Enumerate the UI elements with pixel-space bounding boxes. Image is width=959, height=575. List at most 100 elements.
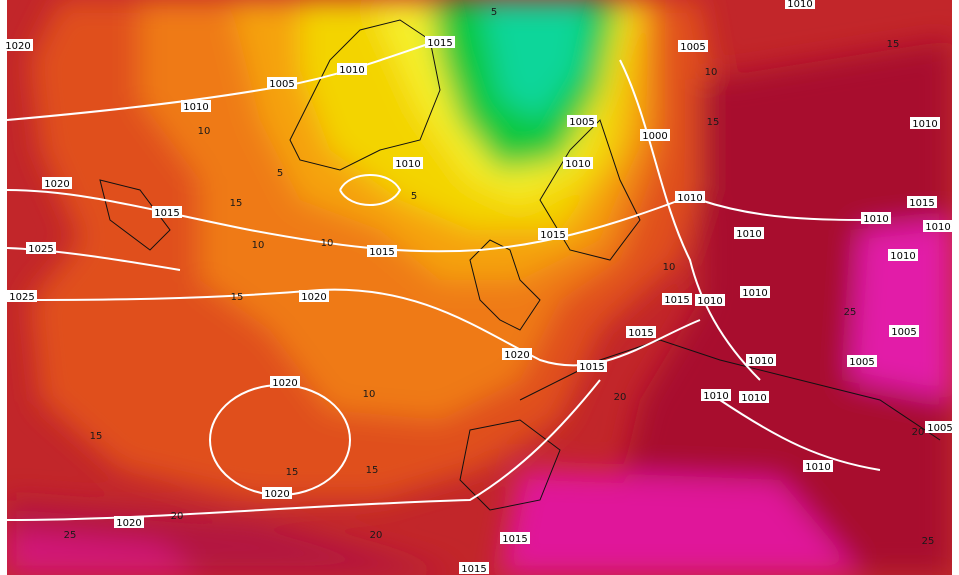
isobar-label-box [367,245,397,257]
isobar-label: 1005 [269,79,294,90]
isobar-label-box [734,227,764,239]
temperature-label: 15 [887,39,900,50]
isobar-label: 1010 [890,251,915,262]
isobar-label-box [459,562,489,574]
isobar-label-box [267,77,297,89]
temperature-label: 15 [231,292,244,303]
isobar-label-box [847,355,877,367]
isobar-label: 1020 [5,41,30,52]
isobar-label: 1020 [504,350,529,361]
temperature-label: 10 [705,67,718,78]
temperature-label: 15 [707,117,720,128]
isobar-label-box [907,196,937,208]
isobar-label-box [925,421,955,433]
isobar-label: 1010 [677,193,702,204]
isobar-label-box [262,487,292,499]
isobar-label: 1010 [395,159,420,170]
temperature-label: 20 [370,530,383,541]
isobar-label-box [3,39,33,51]
temperature-label: 15 [90,431,103,442]
temperature-label: 20 [171,511,184,522]
isobar-label-box [888,249,918,261]
temperature-label: 5 [411,191,417,202]
temperature-label: 10 [198,126,211,137]
isobar-label: 1015 [628,328,653,339]
isobar-label-box [803,460,833,472]
isobar-label: 1010 [565,159,590,170]
isobar-label-box [739,391,769,403]
isobar-label-box [563,157,593,169]
isobar-label: 1015 [540,230,565,241]
isobar-label-box [746,354,776,366]
isobar-label-box [861,212,891,224]
coastlines [99,19,941,511]
isobar-label: 1005 [927,423,952,434]
isobar-label: 1015 [369,247,394,258]
isobar-label-box [299,290,329,302]
isobar-label-box [701,389,731,401]
isobar-label: 1015 [427,38,452,49]
isobar-label-box [626,326,656,338]
isobar-label-box [26,242,56,254]
isobar-label: 1015 [461,564,486,575]
temperature-label: 10 [321,238,334,249]
isobar-label: 1010 [183,102,208,113]
isobar-label-box [7,290,37,302]
isobar-label-box [500,532,530,544]
isobar-label: 1000 [642,131,667,142]
isobar-label: 1005 [849,357,874,368]
isobar-label: 1010 [805,462,830,473]
temperature-label: 25 [844,307,857,318]
isobar-label-box [270,376,300,388]
isobar-label-box [785,0,815,9]
isobar-label: 1005 [569,117,594,128]
isobar-label-box [114,516,144,528]
isobar-label: 1010 [912,119,937,130]
temperature-label: 20 [912,427,925,438]
isobar-label-box [567,115,597,127]
isobar-label-box [910,117,940,129]
isobar-label-box [538,228,568,240]
temperature-label: 5 [491,7,497,18]
isobar-label: 1025 [9,292,34,303]
isobar-label-box [740,286,770,298]
isobar-label: 1020 [116,518,141,529]
isobar-label: 1015 [154,208,179,219]
temperature-label: 15 [286,467,299,478]
isobar-label: 1010 [742,288,767,299]
temperature-label: 20 [614,392,627,403]
isobar-label: 1010 [741,393,766,404]
isobar-label: 1015 [579,362,604,373]
isobar-label-box [425,36,455,48]
temperature-label: 25 [922,536,935,547]
temperature-field [7,0,952,575]
temperature-label: 10 [252,240,265,251]
isobar-label: 1005 [680,42,705,53]
isobar-label-box [889,325,919,337]
isobar-label: 1010 [736,229,761,240]
temperature-label: 15 [230,198,243,209]
isobar-label: 1025 [28,244,53,255]
isobar-label: 1015 [909,198,934,209]
isobar-label: 1010 [863,214,888,225]
isobar-label-box [675,191,705,203]
isobar-label: 1020 [301,292,326,303]
isobar-label: 1010 [339,65,364,76]
isobar-label-box [662,293,692,305]
isobar-label-box [678,40,708,52]
isobar-label: 1015 [502,534,527,545]
temperature-label: 10 [363,389,376,400]
isobar-label: 1020 [44,179,69,190]
isobar-label: 1020 [272,378,297,389]
temperature-label: 5 [277,168,283,179]
isobar-label: 1010 [697,296,722,307]
isobar-label-box [923,220,953,232]
isobar-label-box [695,294,725,306]
isobar-label-box [337,63,367,75]
temperature-label: 25 [64,530,77,541]
isobar-label: 1015 [664,295,689,306]
temperature-label: 10 [663,262,676,273]
